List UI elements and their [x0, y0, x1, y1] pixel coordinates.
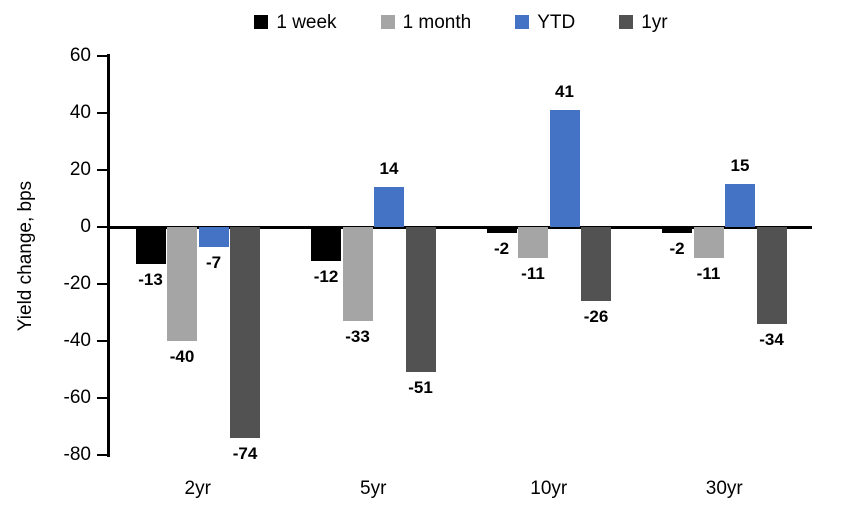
bar-value-label: 15 [730, 156, 750, 176]
bar-value-label: -34 [759, 329, 784, 349]
bar-1-week [135, 227, 166, 265]
bar-1yr [230, 227, 260, 438]
legend-item-1yr: 1yr [619, 11, 668, 33]
bar-value-label: -13 [138, 270, 163, 290]
bar-1-month [693, 227, 724, 259]
y-axis-tick [97, 454, 107, 456]
y-axis-tick [97, 226, 107, 228]
bar-1-month [518, 227, 548, 259]
y-tick-label: 60 [69, 45, 91, 66]
bar-value-label: -2 [493, 238, 510, 258]
x-category-label: 10yr [530, 478, 568, 499]
bar-value-label: -26 [583, 307, 609, 327]
y-axis-tick [97, 55, 107, 57]
legend-item-ytd: YTD [515, 13, 575, 32]
y-tick-label: -80 [63, 444, 91, 465]
bar-value-label: -74 [232, 443, 258, 463]
y-axis-tick [97, 112, 107, 114]
bar-ytd [198, 227, 229, 247]
bar-1-week [311, 227, 341, 262]
bar-1-week [662, 227, 692, 233]
bar-1yr [405, 227, 436, 373]
bar-value-label: 14 [379, 159, 399, 179]
y-axis-tick [97, 169, 107, 171]
y-tick-label: 40 [69, 102, 91, 123]
y-tick-label: -40 [63, 330, 91, 351]
bar-1-week [486, 227, 517, 233]
bar-1yr [581, 227, 611, 302]
legend-label: 1 week [276, 11, 337, 33]
bar-1yr [756, 227, 787, 324]
y-axis-tick [97, 340, 107, 342]
bar-value-label: -51 [408, 378, 433, 398]
bar-value-label: 41 [555, 82, 574, 102]
legend-item-1-week: 1 week [254, 11, 337, 33]
y-axis-line [107, 54, 110, 457]
y-axis-tick [97, 283, 107, 285]
bar-value-label: -40 [169, 347, 195, 366]
y-tick-label: 0 [80, 216, 91, 237]
x-category-label: 30yr [705, 478, 743, 499]
bar-1-month [167, 227, 197, 341]
bar-ytd [725, 184, 755, 227]
y-axis-title: Yield change, bps [15, 180, 36, 332]
y-tick-label: -20 [63, 273, 91, 294]
bar-value-label: -12 [313, 267, 339, 287]
y-axis-tick [97, 397, 107, 399]
y-tick-label: -60 [63, 387, 91, 408]
bar-ytd [549, 110, 580, 227]
bar-ytd [374, 187, 404, 227]
zero-axis-line [107, 225, 812, 229]
legend-swatch-icon [380, 15, 395, 29]
bar-value-label: -33 [345, 327, 370, 347]
legend-swatch-icon [254, 15, 269, 29]
legend-item-1-month: 1 month [380, 11, 472, 33]
bar-value-label: -7 [205, 252, 222, 272]
legend-label: 1 month [402, 11, 472, 33]
x-category-label: 5yr [360, 478, 387, 499]
x-category-label: 2yr [184, 478, 211, 499]
bar-value-label: -2 [669, 238, 685, 258]
bar-value-label: -11 [696, 264, 721, 284]
bar-value-label: -11 [521, 264, 545, 284]
y-tick-label: 20 [69, 159, 91, 180]
chart-legend: 1 week 1 month YTD 1yr [110, 7, 812, 37]
legend-label: 1yr [641, 11, 668, 33]
legend-label: YTD [537, 11, 576, 33]
bar-1-month [342, 227, 373, 322]
legend-swatch-icon [619, 15, 634, 29]
legend-swatch-icon [515, 15, 530, 29]
